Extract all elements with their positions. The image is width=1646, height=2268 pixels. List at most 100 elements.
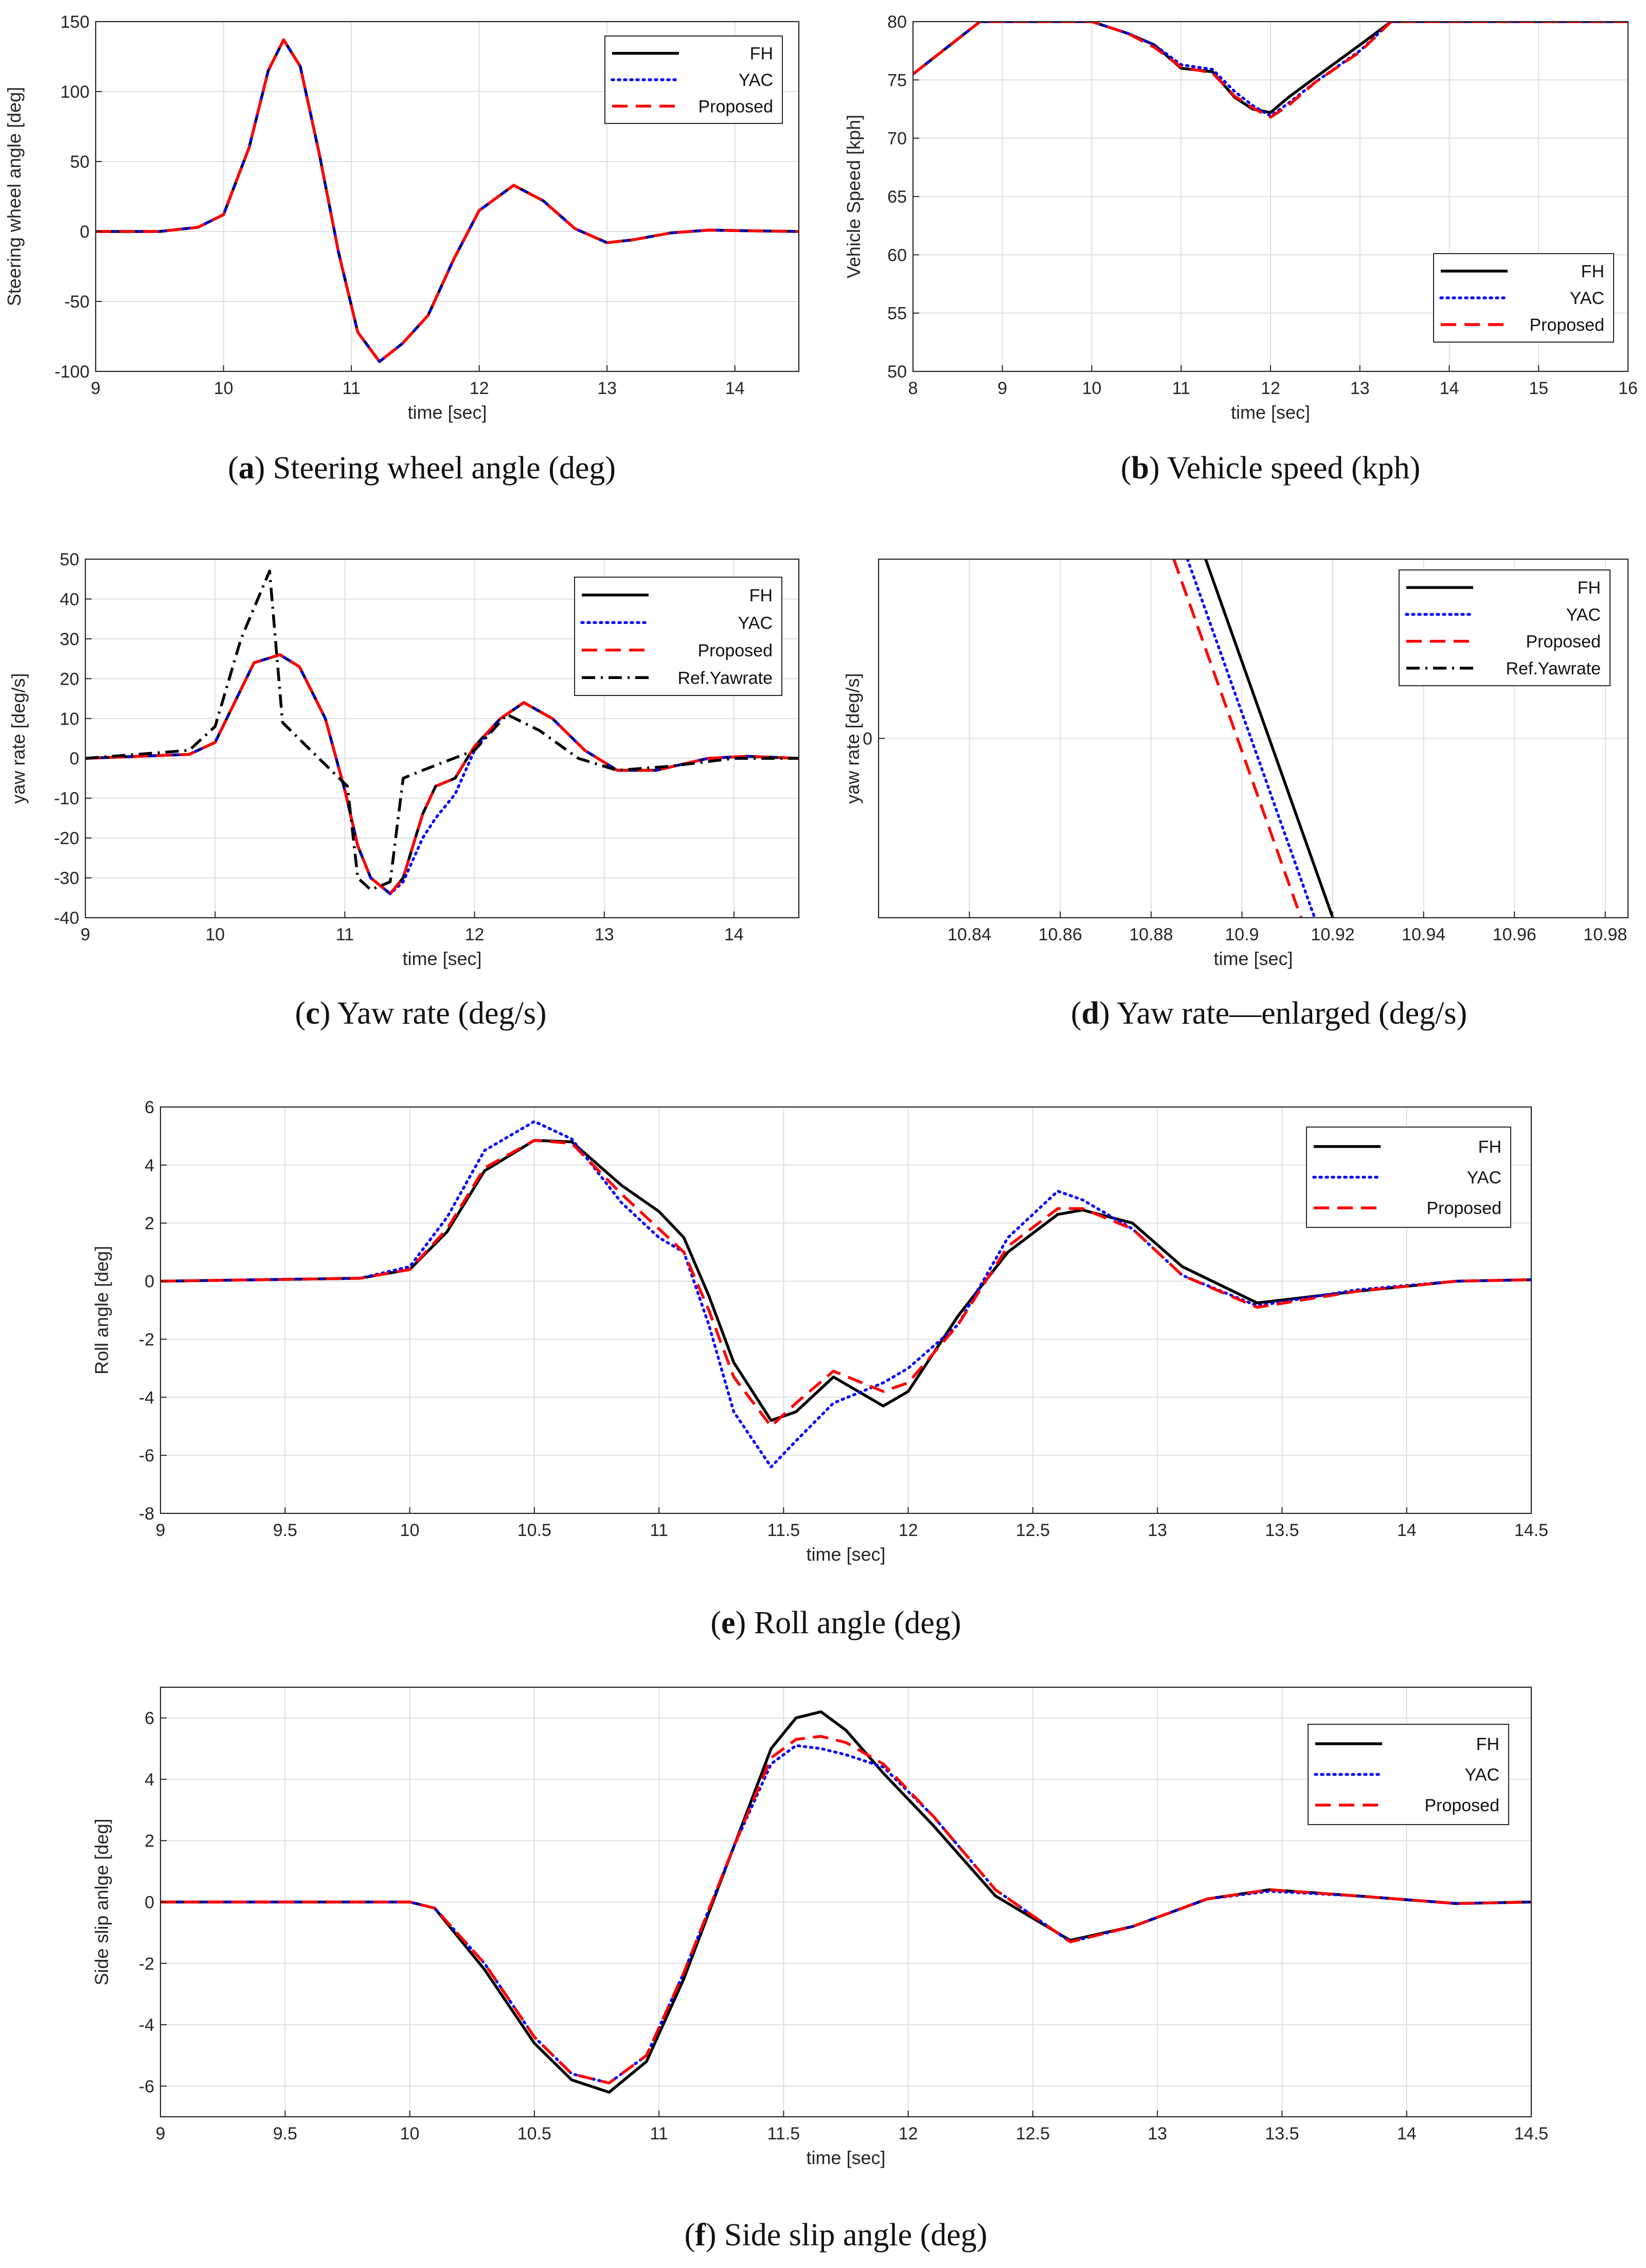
y-tick-label: -8 (139, 1504, 154, 1524)
x-tick-label: 9.5 (273, 2124, 297, 2144)
x-tick-label: 10 (205, 925, 225, 944)
x-axis-label: time [sec] (402, 948, 481, 969)
caption-paren: ) (320, 996, 331, 1031)
series-line-proposed (85, 653, 799, 896)
x-tick-label: 14 (1397, 1521, 1417, 1540)
y-tick-label: 30 (60, 630, 79, 649)
y-tick-label: -50 (64, 292, 90, 312)
x-tick-label: 13 (595, 925, 614, 944)
x-axis-label: time [sec] (1231, 402, 1310, 423)
series-group (96, 38, 799, 363)
y-tick-label: 0 (145, 1272, 154, 1292)
x-tick-label: 13 (1148, 2124, 1167, 2144)
x-tick-label: 13 (1148, 1521, 1167, 1540)
legend: FH YAC Proposed Ref.Yawrate (1399, 569, 1611, 686)
x-tick-label: 13 (1350, 379, 1370, 398)
legend-label: FH (749, 586, 773, 605)
x-tick-label: 13.5 (1265, 1521, 1299, 1540)
legend-label: Ref.Yawrate (677, 668, 773, 688)
series-line-proposed (160, 1139, 1531, 1428)
caption-paren: ) (255, 451, 265, 486)
series-line-fh (160, 1139, 1531, 1422)
legend: FH YAC Proposed (1308, 1724, 1509, 1825)
x-tick-label: 11.5 (767, 1521, 800, 1540)
legend: FH YAC Proposed (604, 35, 783, 124)
x-tick-label: 9 (91, 379, 101, 398)
caption-paren: ( (685, 2218, 695, 2253)
x-tick-label: 9.5 (273, 1521, 297, 1540)
x-tick-label: 10 (214, 379, 234, 398)
y-tick-label: 0 (863, 729, 872, 749)
caption-paren: ) (706, 2218, 717, 2253)
x-tick-label: 12 (1261, 379, 1280, 398)
x-tick-label: 10.5 (517, 2124, 551, 2144)
y-tick-label: 50 (887, 362, 907, 382)
caption-letter: b (1131, 451, 1149, 486)
caption-paren: ( (1121, 451, 1132, 486)
caption-letter: f (695, 2218, 706, 2253)
y-tick-label: -2 (139, 1330, 154, 1349)
caption-text: Steering wheel angle (deg) (265, 451, 616, 486)
axes-box (95, 21, 800, 372)
legend-label: FH (1478, 1137, 1501, 1157)
caption-text: Vehicle speed (kph) (1160, 451, 1421, 486)
series-line-fh (1204, 559, 1334, 918)
y-tick-label: 10 (60, 709, 79, 729)
caption-paren: ( (1071, 996, 1082, 1031)
series-line-refyawrate (85, 569, 799, 891)
y-axis-label: Vehicle Speed [kph] (843, 115, 864, 278)
caption: (c) Yaw rate (deg/s) (295, 996, 547, 1031)
legend-label: Proposed (698, 97, 773, 116)
x-tick-label: 12 (470, 379, 489, 398)
y-tick-label: 2 (145, 1831, 154, 1851)
x-tick-label: 9 (81, 925, 91, 944)
legend-label: FH (1581, 262, 1604, 281)
x-tick-label: 9 (997, 379, 1007, 398)
x-axis-label: time [sec] (806, 2147, 885, 2168)
x-tick-label: 16 (1618, 379, 1638, 398)
y-tick-label: -40 (54, 908, 79, 928)
y-tick-label: -100 (55, 362, 90, 382)
x-axis-label: time [sec] (806, 1544, 885, 1565)
caption-text: Side slip angle (deg) (717, 2218, 988, 2253)
y-tick-label: 70 (887, 129, 907, 149)
x-tick-label: 10.92 (1311, 925, 1354, 944)
caption-paren: ( (228, 451, 239, 486)
x-tick-label: 10.96 (1493, 925, 1536, 944)
y-axis-label: yaw rate [deg/s] (8, 673, 29, 803)
caption: (e) Roll angle (deg) (710, 1605, 961, 1640)
y-axis-label: yaw rate [deg/s] (842, 673, 863, 803)
legend-label: Proposed (1529, 315, 1604, 335)
y-tick-label: 6 (145, 1709, 154, 1728)
legend-label: Ref.Yawrate (1506, 659, 1601, 678)
y-tick-label: 150 (60, 12, 90, 32)
x-tick-label: 12 (899, 2124, 918, 2144)
series-group (1172, 559, 1334, 918)
x-tick-label: 14 (1397, 2124, 1417, 2144)
caption: (a) Steering wheel angle (deg) (228, 451, 616, 486)
y-tick-label: 0 (80, 222, 90, 242)
legend-label: YAC (1566, 605, 1601, 624)
x-tick-label: 13.5 (1265, 2124, 1299, 2144)
y-axis-label: Roll angle [deg] (91, 1246, 112, 1374)
legend-box (1399, 569, 1611, 686)
series-group (160, 1710, 1531, 2094)
chart-d: 10.84 10.86 10.88 10.9 10.92 10.94 10.96 10.98 0… (842, 558, 1629, 1031)
y-tick-label: -4 (139, 1388, 154, 1407)
x-axis-label: time [sec] (1213, 948, 1293, 969)
y-tick-label: -20 (54, 829, 79, 848)
y-tick-label: -4 (139, 2015, 154, 2035)
y-tick-label: 4 (145, 1770, 154, 1790)
x-axis-label: time [sec] (407, 402, 487, 423)
y-tick-label: 4 (145, 1156, 154, 1175)
x-tick-label: 10.9 (1225, 925, 1259, 944)
legend: FH YAC Proposed (1306, 1127, 1511, 1228)
x-tick-label: 11 (650, 1521, 668, 1540)
legend-label: FH (1578, 578, 1601, 598)
chart-e: 9 9.5 10 10.5 11 11.5 12 12.5 13 13.5 14 14.5 -8 -6 -4… (91, 1098, 1548, 1640)
axes-box (159, 1106, 1532, 1514)
chart-a: 9 10 11 12 13 14 -100 -50 0 50 100 150 time [sec] Ste… (4, 12, 800, 486)
legend-label: FH (750, 44, 773, 64)
caption-letter: c (306, 996, 320, 1031)
y-tick-label: 0 (145, 1893, 154, 1913)
